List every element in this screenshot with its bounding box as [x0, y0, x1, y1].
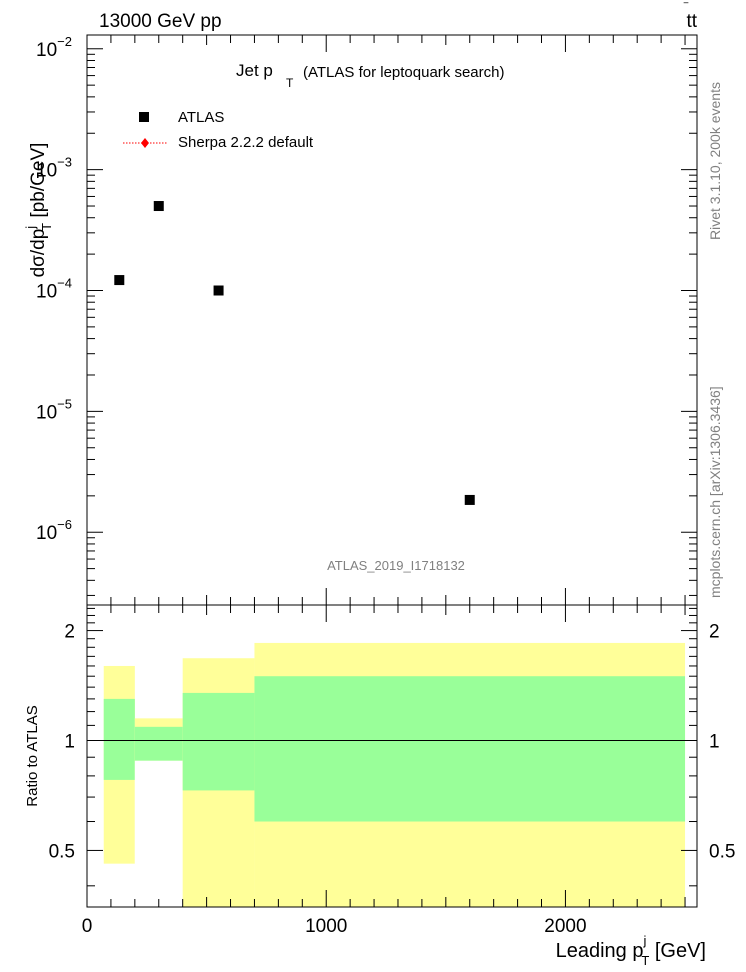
svg-text:dσ/dpjT [pb/GeV]: dσ/dpjT [pb/GeV]	[23, 143, 54, 278]
atlas-data-points	[114, 201, 475, 505]
legend-sherpa-label: Sherpa 2.2.2 default	[178, 134, 314, 151]
main-y-tick-label: 10−5	[36, 396, 72, 423]
main-x-ticks	[86, 35, 686, 605]
xlabel-post: [GeV]	[649, 940, 706, 962]
x-tick-label: 1000	[305, 916, 347, 937]
legend-atlas-marker	[139, 112, 149, 122]
atlas-data-point	[114, 275, 125, 286]
svg-text:Leading pjT [GeV]: Leading pj T [GeV]	[556, 933, 706, 968]
plot-title-detail: (ATLAS for leptoquark search)	[303, 64, 504, 81]
plot-title-sub: T	[286, 76, 294, 90]
process-label-main: tt	[686, 11, 697, 32]
main-ylabel-sup: j	[23, 226, 38, 230]
legend: ATLAS Sherpa 2.2.2 default	[123, 109, 314, 151]
atlas-data-point	[213, 285, 224, 296]
ratio-x-ticks: 0 1000 2000	[82, 605, 686, 937]
main-y-tick-label: 10−2	[36, 34, 72, 61]
energy-label: 13000 GeV pp	[99, 11, 222, 32]
main-y-tick-label: 10−3	[36, 155, 72, 182]
main-y-tick-label: 10−6	[36, 517, 72, 544]
ratio-empty-region	[134, 760, 183, 907]
main-y-ticks: 10−2 10−3 10−4 10−5 10−6	[36, 34, 697, 596]
ratio-bands	[103, 642, 686, 907]
ratio-y-tick-label-left: 1	[64, 732, 75, 753]
legend-sherpa-marker	[141, 138, 149, 148]
main-ylabel-post: [pb/GeV]	[28, 143, 49, 223]
main-ylabel: dσ/dpjT [pb/GeV]	[23, 143, 54, 278]
xlabel-pre: Leading p	[556, 940, 644, 962]
analysis-watermark: ATLAS_2019_I1718132	[327, 558, 465, 573]
plot-title-main: Jet p	[236, 61, 273, 80]
x-axis-label: Leading pj T [GeV]	[556, 933, 706, 968]
ratio-inner-band	[254, 676, 686, 822]
ratio-y-tick-label-left: 2	[64, 622, 75, 643]
rivet-label: Rivet 3.1.10, 200k events	[707, 82, 723, 240]
main-y-tick-label: 10−4	[36, 276, 72, 303]
atlas-data-point	[464, 494, 475, 505]
legend-atlas-label: ATLAS	[178, 109, 224, 126]
x-tick-label: 2000	[544, 916, 586, 937]
main-ylabel-pre: dσ/dp	[28, 229, 49, 278]
process-label-bar: ‾	[683, 1, 689, 15]
ratio-ylabel: Ratio to ATLAS	[24, 705, 41, 806]
x-tick-label: 0	[82, 916, 93, 937]
ratio-y-tick-label-right: 1	[709, 732, 720, 753]
ratio-y-tick-label-left: 0.5	[49, 841, 75, 862]
ratio-inner-band	[134, 726, 183, 761]
ratio-y-tick-label-right: 0.5	[709, 841, 735, 862]
xlabel-sub: T	[641, 953, 649, 968]
process-label: tt ‾	[683, 1, 698, 32]
mcplots-label: mcplots.cern.ch [arXiv:1306.3436]	[707, 386, 723, 598]
xlabel-sup: j	[642, 933, 646, 948]
ratio-y-ticks: 0.5 0.5 1 1 2 2	[49, 607, 735, 887]
atlas-data-point	[153, 201, 164, 212]
ratio-y-tick-label-right: 2	[709, 622, 720, 643]
main-ylabel-sub: T	[39, 223, 54, 231]
ratio-panel-frame	[86, 604, 698, 908]
ratio-inner-band	[182, 692, 255, 791]
plot-title: Jet p T (ATLAS for leptoquark search)	[236, 61, 504, 90]
ratio-inner-band	[103, 698, 135, 780]
